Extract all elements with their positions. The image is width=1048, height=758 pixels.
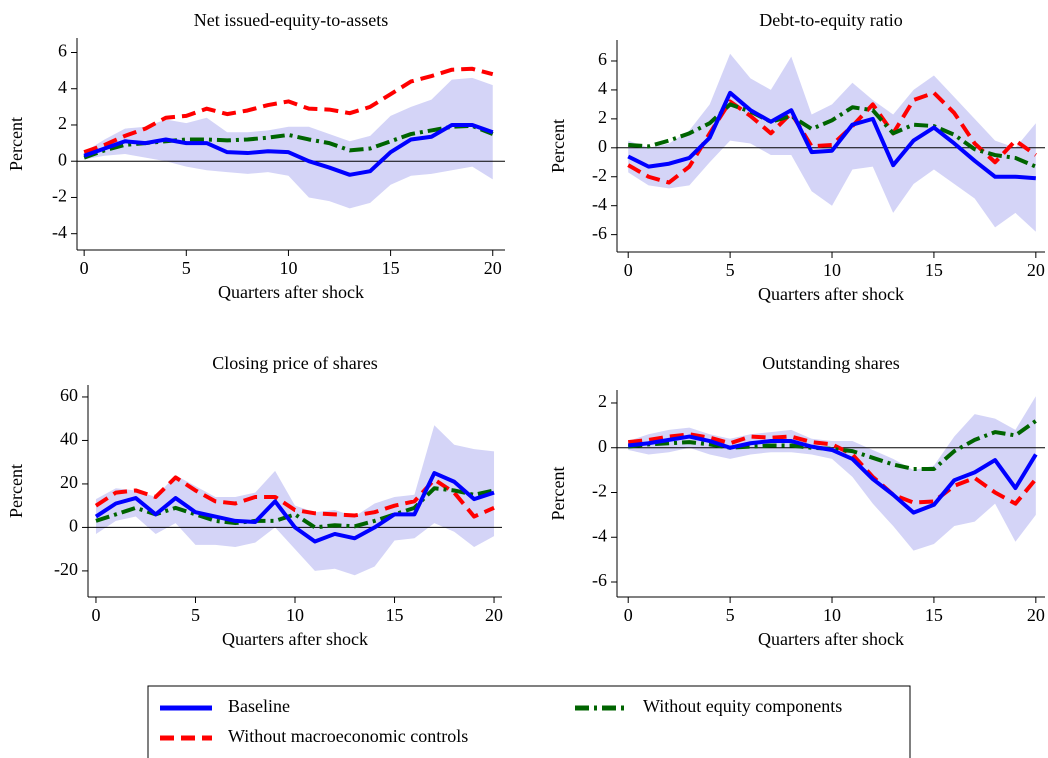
- x-tick-label: 15: [386, 605, 404, 625]
- series-line: [83, 122, 494, 177]
- confidence-band: [628, 396, 1036, 551]
- y-tick-label: 40: [60, 429, 78, 449]
- series-line: [627, 434, 1038, 515]
- y-tick-label: -4: [52, 222, 67, 242]
- y-tick-label: -6: [592, 570, 607, 590]
- x-tick-label: 0: [91, 605, 100, 625]
- panel-title: Net issued-equity-to-assets: [194, 10, 388, 30]
- confidence-band: [84, 77, 493, 209]
- y-tick-label: 2: [58, 113, 67, 133]
- x-tick-label: 20: [1027, 605, 1045, 625]
- confidence-band: [628, 53, 1036, 232]
- series-line: [627, 90, 1036, 181]
- panel-title: Closing price of shares: [212, 353, 377, 373]
- confidence-band: [95, 425, 495, 576]
- y-axis-label: Percent: [6, 117, 26, 171]
- y-tick-label: 6: [58, 41, 67, 61]
- panel-title: Outstanding shares: [762, 353, 899, 373]
- x-axis-label: Quarters after shock: [758, 629, 904, 649]
- legend-label: Without equity components: [643, 696, 842, 716]
- y-tick-label: -4: [592, 194, 607, 214]
- x-tick-label: 0: [624, 605, 633, 625]
- x-axis-label: Quarters after shock: [222, 629, 368, 649]
- y-tick-label: -2: [592, 481, 607, 501]
- series-line: [94, 471, 495, 544]
- y-tick-label: 6: [598, 49, 607, 69]
- y-tick-label: -2: [52, 186, 67, 206]
- y-tick-label: 2: [598, 107, 607, 127]
- y-axis-label: Percent: [548, 467, 568, 521]
- y-tick-label: -4: [592, 525, 607, 545]
- y-axis-label: Percent: [548, 119, 568, 173]
- y-tick-label: -20: [54, 559, 78, 579]
- y-tick-label: 60: [60, 385, 78, 405]
- series-line: [83, 66, 494, 155]
- y-tick-label: 0: [598, 136, 607, 156]
- x-tick-label: 20: [1027, 260, 1045, 280]
- x-tick-label: 0: [624, 260, 633, 280]
- x-tick-label: 15: [925, 605, 943, 625]
- x-tick-label: 5: [726, 260, 735, 280]
- y-tick-label: 20: [60, 472, 78, 492]
- legend-label: Baseline: [228, 696, 290, 716]
- x-tick-label: 0: [80, 258, 89, 278]
- x-tick-label: 15: [382, 258, 400, 278]
- x-tick-label: 10: [279, 258, 297, 278]
- y-tick-label: -2: [592, 165, 607, 185]
- x-tick-label: 10: [823, 260, 841, 280]
- y-tick-label: 4: [58, 77, 67, 97]
- y-tick-label: 0: [598, 436, 607, 456]
- x-tick-label: 15: [925, 260, 943, 280]
- x-tick-label: 20: [485, 605, 503, 625]
- y-tick-label: 0: [69, 516, 78, 536]
- y-tick-label: 4: [598, 78, 607, 98]
- y-tick-label: 0: [58, 149, 67, 169]
- x-tick-label: 10: [823, 605, 841, 625]
- series-line: [95, 486, 495, 530]
- y-axis-label: Percent: [6, 464, 26, 518]
- x-tick-label: 10: [286, 605, 304, 625]
- series-line: [627, 432, 1038, 506]
- x-axis-label: Quarters after shock: [218, 282, 364, 302]
- x-axis-label: Quarters after shock: [758, 284, 904, 304]
- legend-box: [147, 685, 911, 758]
- x-tick-label: 20: [484, 258, 502, 278]
- panel-title: Debt-to-equity ratio: [759, 10, 902, 30]
- x-tick-label: 5: [182, 258, 191, 278]
- series-line: [627, 419, 1037, 471]
- y-tick-label: -6: [592, 223, 607, 243]
- series-line: [628, 102, 1037, 169]
- y-tick-label: 2: [598, 391, 607, 411]
- x-tick-label: 5: [191, 605, 200, 625]
- x-tick-label: 5: [726, 605, 735, 625]
- legend-label: Without macroeconomic controls: [228, 726, 468, 746]
- series-line: [627, 90, 1037, 185]
